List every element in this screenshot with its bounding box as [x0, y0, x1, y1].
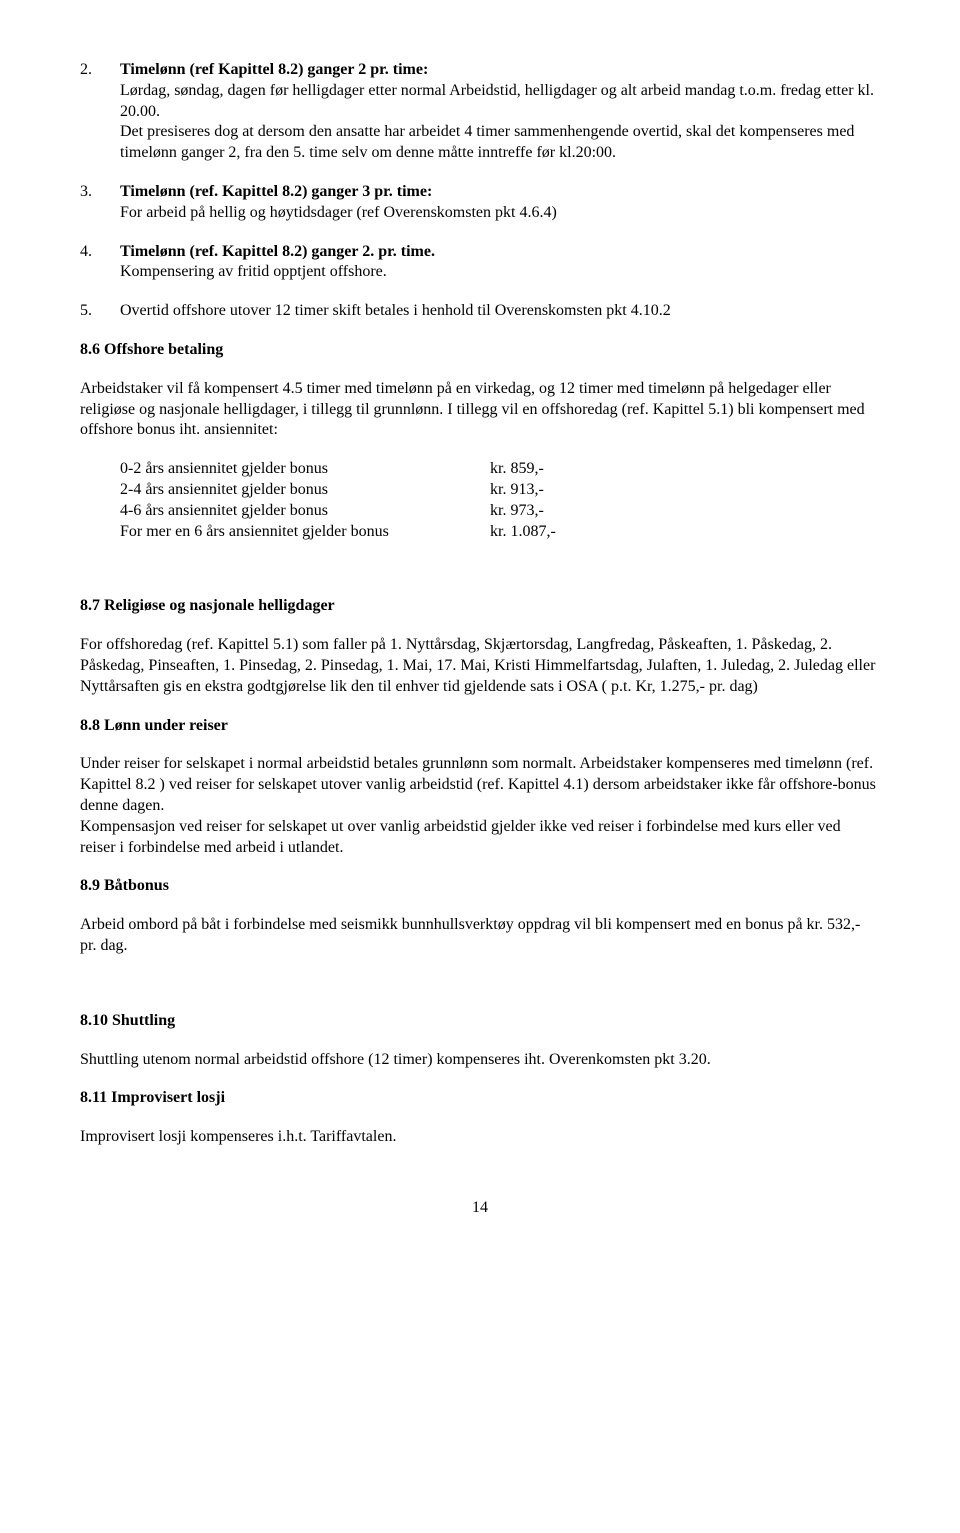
- item-number: 4.: [80, 242, 120, 284]
- heading-8-9: 8.9 Båtbonus: [80, 876, 880, 897]
- item-number: 3.: [80, 182, 120, 224]
- para-8-6: Arbeidstaker vil få kompensert 4.5 timer…: [80, 379, 880, 441]
- list-item-3: 3. Timelønn (ref. Kapittel 8.2) ganger 3…: [80, 182, 880, 224]
- bonus-value: kr. 913,-: [490, 480, 544, 501]
- bonus-row: 2-4 års ansiennitet gjelder bonus kr. 91…: [120, 480, 880, 501]
- bonus-label: 0-2 års ansiennitet gjelder bonus: [120, 459, 490, 480]
- bonus-value: kr. 1.087,-: [490, 522, 556, 543]
- item-body: Timelønn (ref Kapittel 8.2) ganger 2 pr.…: [120, 60, 880, 164]
- bonus-value: kr. 859,-: [490, 459, 544, 480]
- item-title: Timelønn (ref. Kapittel 8.2) ganger 2. p…: [120, 243, 435, 260]
- bonus-row: For mer en 6 års ansiennitet gjelder bon…: [120, 522, 880, 543]
- bonus-table: 0-2 års ansiennitet gjelder bonus kr. 85…: [120, 459, 880, 542]
- page-number: 14: [80, 1198, 880, 1219]
- item-number: 2.: [80, 60, 120, 164]
- bonus-value: kr. 973,-: [490, 501, 544, 522]
- heading-8-10: 8.10 Shuttling: [80, 1011, 880, 1032]
- heading-8-6: 8.6 Offshore betaling: [80, 340, 880, 361]
- bonus-row: 0-2 års ansiennitet gjelder bonus kr. 85…: [120, 459, 880, 480]
- list-item-4: 4. Timelønn (ref. Kapittel 8.2) ganger 2…: [80, 242, 880, 284]
- heading-8-8: 8.8 Lønn under reiser: [80, 716, 880, 737]
- heading-8-7: 8.7 Religiøse og nasjonale helligdager: [80, 596, 880, 617]
- bonus-label: 4-6 års ansiennitet gjelder bonus: [120, 501, 490, 522]
- item-text: Kompensering av fritid opptjent offshore…: [120, 263, 387, 280]
- item-title: Timelønn (ref. Kapittel 8.2) ganger 3 pr…: [120, 183, 432, 200]
- bonus-row: 4-6 års ansiennitet gjelder bonus kr. 97…: [120, 501, 880, 522]
- list-item-2: 2. Timelønn (ref Kapittel 8.2) ganger 2 …: [80, 60, 880, 164]
- para-8-8: Under reiser for selskapet i normal arbe…: [80, 754, 880, 858]
- bonus-label: For mer en 6 års ansiennitet gjelder bon…: [120, 522, 490, 543]
- heading-8-11: 8.11 Improvisert losji: [80, 1088, 880, 1109]
- item-text: Lørdag, søndag, dagen før helligdager et…: [120, 82, 874, 161]
- item-body: Timelønn (ref. Kapittel 8.2) ganger 3 pr…: [120, 182, 880, 224]
- para-8-11: Improvisert losji kompenseres i.h.t. Tar…: [80, 1127, 880, 1148]
- item-text: Overtid offshore utover 12 timer skift b…: [120, 302, 671, 319]
- bonus-label: 2-4 års ansiennitet gjelder bonus: [120, 480, 490, 501]
- para-8-10: Shuttling utenom normal arbeidstid offsh…: [80, 1050, 880, 1071]
- item-number: 5.: [80, 301, 120, 322]
- list-item-5: 5. Overtid offshore utover 12 timer skif…: [80, 301, 880, 322]
- para-8-9: Arbeid ombord på båt i forbindelse med s…: [80, 915, 880, 957]
- item-title: Timelønn (ref Kapittel 8.2) ganger 2 pr.…: [120, 61, 428, 78]
- para-8-7: For offshoredag (ref. Kapittel 5.1) som …: [80, 635, 880, 697]
- item-body: Overtid offshore utover 12 timer skift b…: [120, 301, 880, 322]
- item-text: For arbeid på hellig og høytidsdager (re…: [120, 204, 557, 221]
- item-body: Timelønn (ref. Kapittel 8.2) ganger 2. p…: [120, 242, 880, 284]
